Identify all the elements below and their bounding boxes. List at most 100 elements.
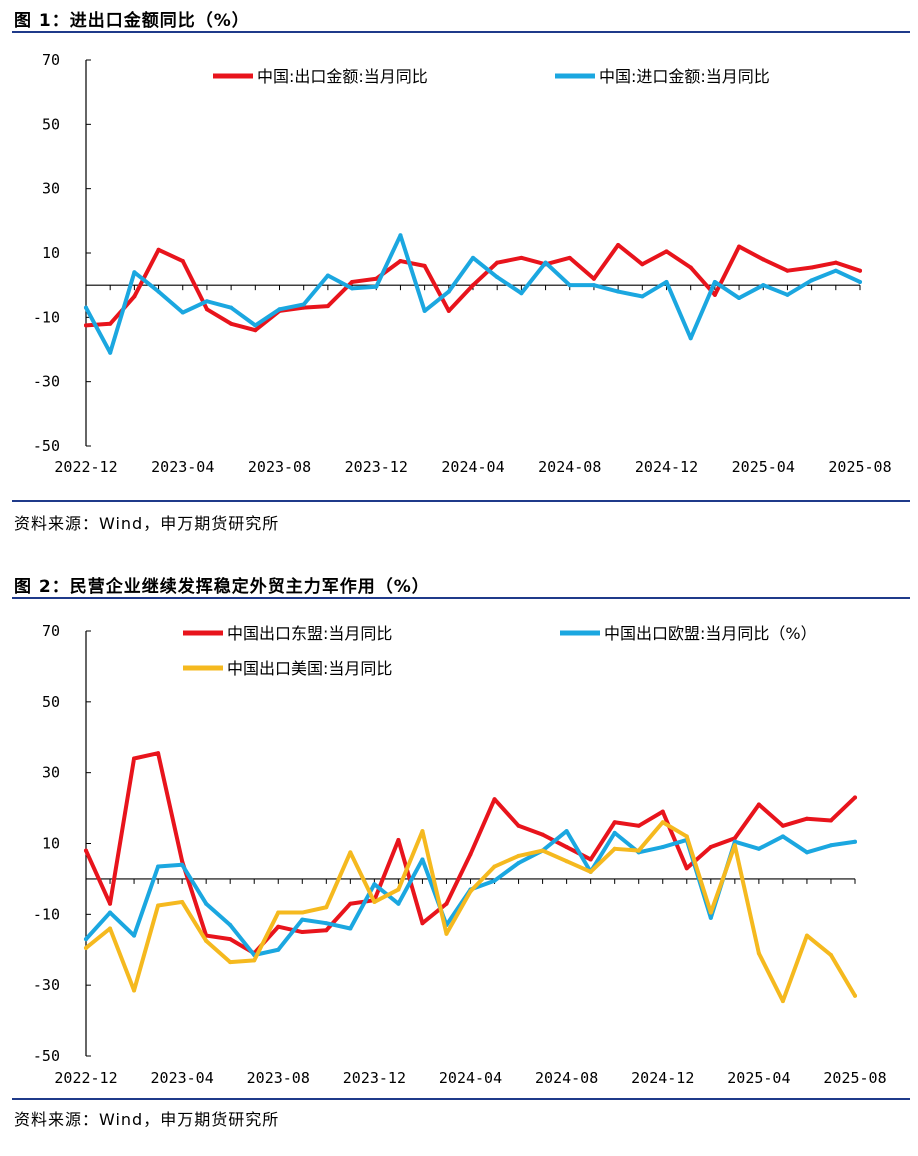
chart1-y-tick-label: -10 [33, 308, 60, 326]
chart2-y-tick-label: -10 [33, 905, 60, 923]
chart2-point [204, 938, 209, 943]
chart2-point [660, 809, 665, 814]
chart1-point [229, 321, 234, 326]
chart1-point [567, 283, 572, 288]
chart1-point [616, 289, 621, 294]
chart2-x-tick-label: 2025-08 [823, 1069, 886, 1087]
chart2-point [108, 901, 113, 906]
chart1-point [277, 307, 282, 312]
chart2-point [444, 931, 449, 936]
chart1-point [374, 284, 379, 289]
chart1-x-tick-label: 2024-04 [441, 458, 504, 476]
chart2-point [156, 751, 161, 756]
chart1-point [422, 263, 427, 268]
chart1-point [446, 308, 451, 313]
chart2-point [276, 924, 281, 929]
chart1-point [761, 283, 766, 288]
chart1-point [833, 268, 838, 273]
chart2-point [276, 910, 281, 915]
chart1-point [519, 255, 524, 260]
chart2-x-tick-label: 2024-08 [535, 1069, 598, 1087]
chart2-point [492, 878, 497, 883]
chart1-point [398, 259, 403, 264]
chart1-point [616, 242, 621, 247]
chart2-point [612, 846, 617, 851]
chart1-point [567, 255, 572, 260]
chart2-point [348, 901, 353, 906]
chart1-point [495, 260, 500, 265]
chart1-y-tick-label: 50 [42, 115, 60, 133]
chart1-point [132, 294, 137, 299]
chart1-y-tick-label: 30 [42, 180, 60, 198]
chart1-y-tick-label: 70 [42, 51, 60, 69]
chart1-x-tick-label: 2023-12 [345, 458, 408, 476]
chart2-point [468, 852, 473, 857]
chart2-point [492, 864, 497, 869]
chart2-point [612, 820, 617, 825]
chart1-point [180, 310, 185, 315]
chart2-title: 图 2：民营企业继续发挥稳定外贸主力军作用（%） [14, 577, 430, 597]
chart2-y-tick-label: 10 [42, 835, 60, 853]
chart1-point [301, 302, 306, 307]
chart2-point [564, 859, 569, 864]
chart2-point [588, 857, 593, 862]
chart1-x-tick-label: 2024-12 [635, 458, 698, 476]
chart2-legend-label-3: 中国出口美国:当月同比 [227, 659, 392, 678]
chart2-point [84, 937, 88, 942]
chart2-point [732, 839, 737, 844]
chart2-point [108, 926, 113, 931]
chart1-point [761, 257, 766, 262]
chart2-point [324, 921, 329, 926]
chart2-point [396, 901, 401, 906]
chart1-point [325, 273, 330, 278]
chart2-point [780, 834, 785, 839]
chart1-y-tick-label: -50 [33, 437, 60, 455]
chart2-point [636, 823, 641, 828]
chart1-point [712, 279, 717, 284]
chart2-point [684, 834, 689, 839]
chart2-point [300, 910, 305, 915]
chart1-y-tick-label: 10 [42, 244, 60, 262]
chart1-point [132, 270, 137, 275]
chart1-x-tick-label: 2023-08 [248, 458, 311, 476]
chart2-x-tick-label: 2025-04 [727, 1069, 790, 1087]
chart1-y-tick-label: -30 [33, 373, 60, 391]
chart2-point [372, 899, 377, 904]
chart1-x-tick-label: 2024-08 [538, 458, 601, 476]
chart2-point [756, 802, 761, 807]
chart1-point [84, 305, 88, 310]
chart1-point [591, 276, 596, 281]
chart1-point [350, 286, 355, 291]
chart1-legend-label-2: 中国:进口金额:当月同比 [599, 67, 770, 86]
chart2-point [252, 958, 257, 963]
chart1-point [156, 289, 161, 294]
chart1-point [253, 323, 258, 328]
chart1-point [785, 292, 790, 297]
chart1-point [809, 278, 814, 283]
chart2-point [564, 845, 569, 850]
chart1-point [495, 275, 500, 280]
chart2-point [228, 922, 233, 927]
chart2-point [516, 860, 521, 865]
chart2-point [300, 917, 305, 922]
chart2-point [684, 866, 689, 871]
chart2-point [636, 848, 641, 853]
chart2-point [324, 905, 329, 910]
chart1-point [712, 292, 717, 297]
chart2-legend-label-2: 中国出口欧盟:当月同比（%） [604, 624, 817, 643]
chart2-point [324, 928, 329, 933]
chart1-point [664, 279, 669, 284]
chart2-point [444, 901, 449, 906]
chart2-point [108, 910, 113, 915]
chart2-point [420, 857, 425, 862]
chart2-point [828, 818, 833, 823]
chart1-point [591, 283, 596, 288]
chart1-source: 资料来源：Wind，申万期货研究所 [14, 514, 280, 533]
chart2-x-tick-label: 2024-04 [439, 1069, 502, 1087]
chart1-point [446, 289, 451, 294]
chart1-x-tick-label: 2023-04 [151, 458, 214, 476]
chart1-point [737, 296, 742, 301]
chart2-y-tick-label: -30 [33, 976, 60, 994]
chart2-x-tick-label: 2023-08 [247, 1069, 310, 1087]
chart2-point [84, 945, 88, 950]
